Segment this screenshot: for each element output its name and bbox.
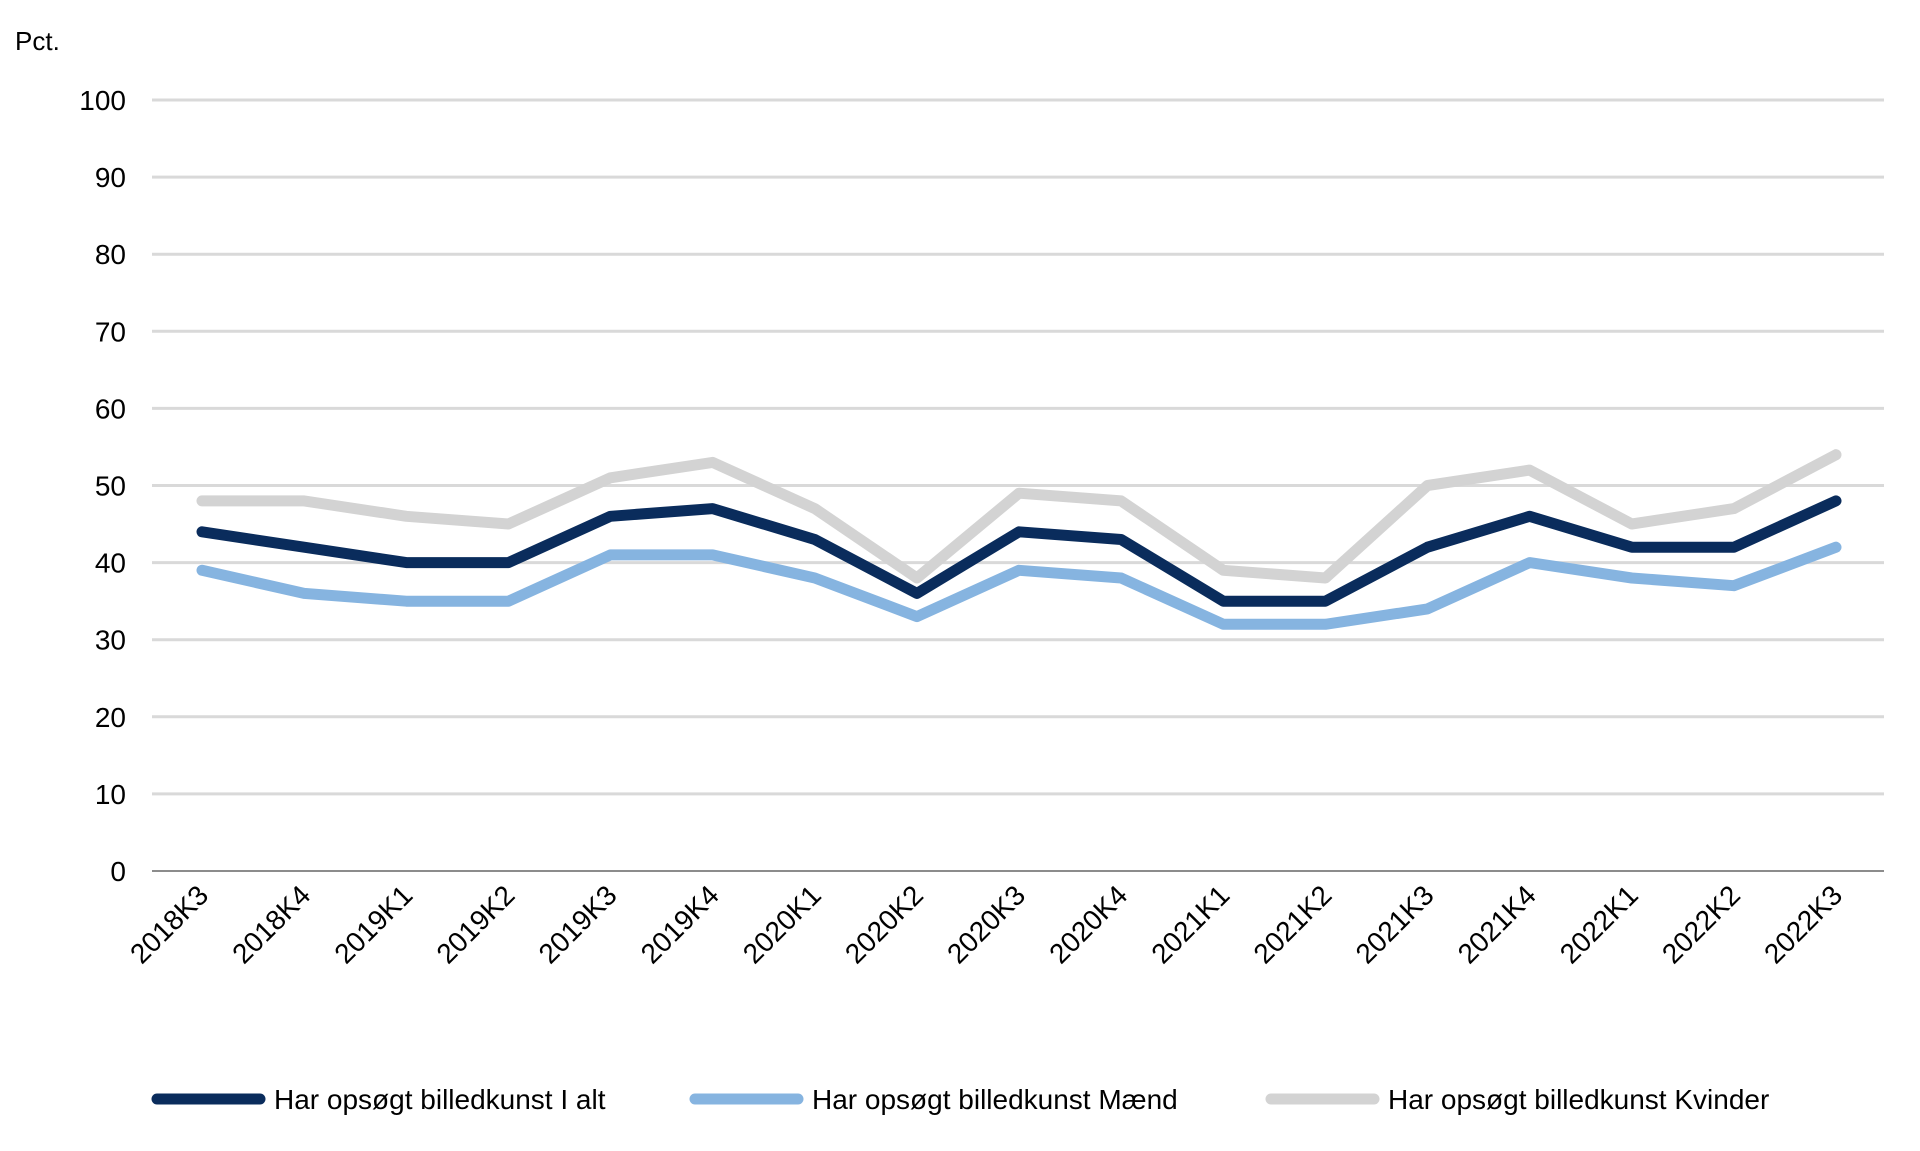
y-tick-label: 30 bbox=[95, 625, 126, 656]
y-tick-label: 20 bbox=[95, 702, 126, 733]
x-tick-label: 2018K3 bbox=[124, 879, 214, 969]
x-tick-label: 2022K1 bbox=[1554, 879, 1644, 969]
legend-label: Har opsøgt billedkunst Kvinder bbox=[1388, 1084, 1769, 1115]
y-tick-label: 70 bbox=[95, 316, 126, 347]
x-tick-label: 2019K1 bbox=[328, 879, 418, 969]
x-tick-label: 2019K3 bbox=[533, 879, 623, 969]
y-tick-label: 100 bbox=[79, 85, 126, 116]
series-line bbox=[196, 449, 1842, 584]
x-tick-label: 2022K2 bbox=[1656, 879, 1746, 969]
x-tick-label: 2022K3 bbox=[1758, 879, 1848, 969]
y-tick-label: 90 bbox=[95, 162, 126, 193]
series-line bbox=[196, 495, 1842, 607]
y-unit-label: Pct. bbox=[15, 26, 60, 56]
legend: Har opsøgt billedkunst I alt Har opsøgt b… bbox=[151, 1084, 1769, 1115]
legend-label: Har opsøgt billedkunst I alt bbox=[274, 1084, 606, 1115]
y-tick-label: 40 bbox=[95, 548, 126, 579]
y-tick-label: 0 bbox=[110, 856, 126, 887]
series-line bbox=[196, 541, 1842, 630]
x-tick-label: 2019K2 bbox=[430, 879, 520, 969]
x-tick-label: 2020K3 bbox=[941, 879, 1031, 969]
x-tick-label: 2020K2 bbox=[839, 879, 929, 969]
x-axis-ticks: 2018K3 2018K4 2019K1 2019K2 2019K3 2019K4 2020… bbox=[124, 879, 1848, 969]
legend-label: Har opsøgt billedkunst Mænd bbox=[812, 1084, 1178, 1115]
x-tick-label: 2020K1 bbox=[737, 879, 827, 969]
y-axis-ticks: 0 10 20 30 40 50 60 70 80 90 100 bbox=[79, 85, 126, 887]
x-tick-label: 2021K1 bbox=[1145, 879, 1235, 969]
y-tick-label: 10 bbox=[95, 779, 126, 810]
x-tick-label: 2018K4 bbox=[226, 879, 316, 969]
x-tick-label: 2020K4 bbox=[1043, 879, 1133, 969]
x-tick-label: 2019K4 bbox=[635, 879, 725, 969]
y-tick-label: 50 bbox=[95, 471, 126, 502]
x-tick-label: 2021K2 bbox=[1247, 879, 1337, 969]
series-lines bbox=[196, 449, 1842, 630]
y-tick-label: 80 bbox=[95, 239, 126, 270]
x-tick-label: 2021K4 bbox=[1452, 879, 1542, 969]
y-tick-label: 60 bbox=[95, 393, 126, 424]
x-tick-label: 2021K3 bbox=[1350, 879, 1440, 969]
gridlines bbox=[152, 98, 1884, 872]
